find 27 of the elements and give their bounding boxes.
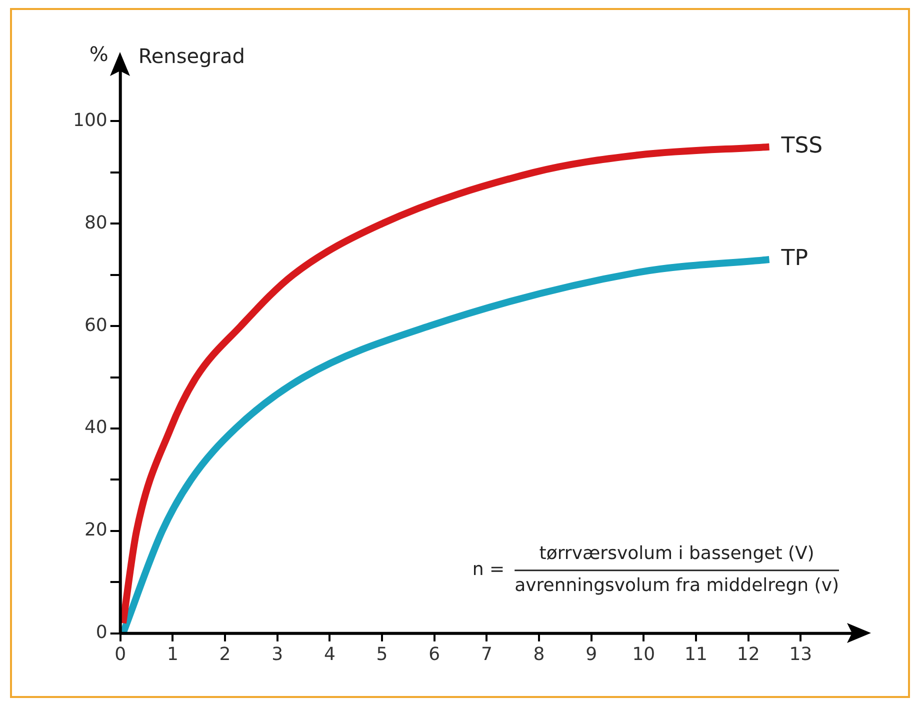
series-label: TSS [780, 134, 823, 159]
annotation: tørrværsvolum i bassenget (V) [539, 543, 814, 564]
x-tick-label: 10 [632, 644, 656, 665]
x-tick-label: 3 [272, 644, 284, 665]
x-tick-label: 7 [480, 644, 492, 665]
text: Rensegrad [138, 44, 245, 68]
x-tick-label: 1 [166, 644, 178, 665]
x-tick-label: 2 [219, 644, 231, 665]
y-tick-label: 100 [72, 110, 108, 131]
x-tick-label: 6 [428, 644, 440, 665]
y-axis-title: % [89, 42, 108, 66]
x-tick-label: 9 [586, 644, 598, 665]
x-tick-label: 5 [376, 644, 388, 665]
y-tick-label: 80 [84, 212, 108, 234]
x-tick-label: 12 [736, 644, 760, 665]
x-tick-label: 0 [114, 644, 126, 665]
y-tick-label: 60 [84, 314, 108, 336]
y-tick-label: 40 [84, 417, 108, 438]
series-label: TP [780, 246, 808, 272]
x-tick-label: 13 [789, 644, 812, 665]
y-tick-label: 0 [96, 622, 108, 644]
x-tick-label: 4 [324, 644, 336, 665]
annotation: avrenningsvolum fra middelregn (v) [514, 575, 839, 596]
x-tick-label: 11 [684, 644, 708, 665]
x-tick-label: 8 [533, 644, 545, 665]
annotation: n = [472, 559, 505, 580]
y-tick-label: 20 [84, 520, 108, 541]
